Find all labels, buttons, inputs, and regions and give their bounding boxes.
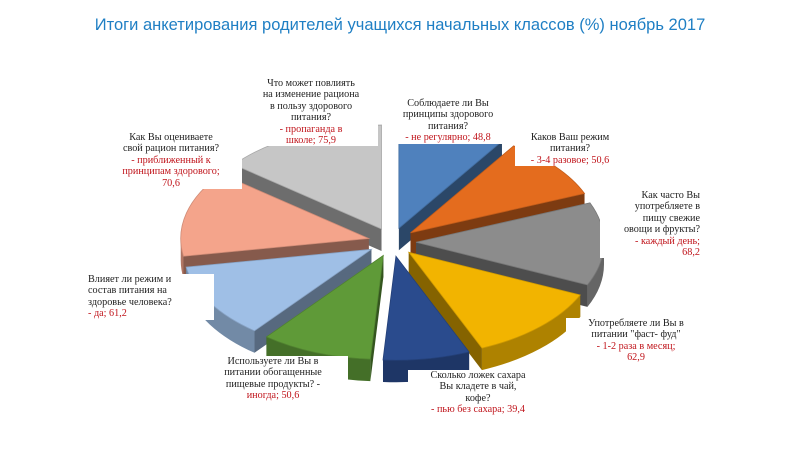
slice-question: Используете ли Вы в питании обогащенные …: [224, 356, 322, 390]
pie-slice: [407, 251, 581, 371]
slice-wall: [370, 255, 384, 382]
pie-slice: [382, 255, 470, 383]
slice-label: Соблюдаете ли Вы принципы здорового пита…: [388, 98, 508, 144]
slice-side: [587, 242, 604, 307]
slice-label: Сколько ложек сахара Вы кладете в чай, к…: [408, 370, 548, 416]
slice-question: Что может повлиять на изменение рациона …: [262, 78, 360, 124]
slice-side: [481, 294, 581, 371]
slice-answer: - да; 61,2: [88, 308, 127, 320]
slice-answer: - приближенный к принципам здорового; 70…: [122, 154, 220, 189]
slice-question: Как Вы оцениваете свой рацион питания?: [122, 132, 220, 155]
slice-top: [407, 251, 581, 349]
slice-question: Влияет ли режим и состав питания на здор…: [88, 274, 172, 308]
slice-question: Соблюдаете ли Вы принципы здорового пита…: [402, 98, 494, 132]
slice-label: Используете ли Вы в питании обогащенные …: [198, 356, 348, 402]
slice-question: Сколько ложек сахара Вы кладете в чай, к…: [430, 370, 526, 404]
slice-answer: - 3-4 разовое; 50,6: [530, 154, 610, 166]
slice-question: Как часто Вы употребляете в пищу свежие …: [623, 190, 700, 236]
slice-top: [382, 255, 470, 361]
slice-wall: [408, 252, 482, 371]
slice-answer: - 1-2 раза в месяц; 62,9: [596, 340, 676, 364]
slice-answer: - не регулярно; 48,8: [405, 132, 491, 144]
slice-question: Каков Ваш режим питания?: [530, 132, 610, 155]
slice-label: Как Вы оцениваете свой рацион питания? -…: [100, 132, 242, 190]
slice-label: Употребляете ли Вы в питании "фаст- фуд"…: [566, 318, 706, 364]
slice-top: [265, 254, 384, 360]
chart-title: Итоги анкетирования родителей учащихся н…: [94, 16, 706, 34]
slice-label: Как часто Вы употребляете в пищу свежие …: [600, 190, 700, 259]
slice-side: [186, 267, 255, 353]
slice-answer: - пью без сахара; 39,4: [431, 404, 525, 416]
slice-answer: - пропаганда в школе; 75,9: [279, 123, 343, 147]
slice-answer: иногда; 50,6: [246, 390, 300, 402]
slice-label: Что может повлиять на изменение рациона …: [244, 78, 378, 147]
slice-answer: - каждый день; 68,2: [635, 235, 700, 259]
slice-question: Употребляете ли Вы в питании "фаст- фуд": [588, 318, 684, 341]
slice-label: Каков Ваш режим питания? - 3-4 разовое; …: [515, 132, 625, 167]
slice-label: Влияет ли режим и состав питания на здор…: [88, 274, 214, 320]
